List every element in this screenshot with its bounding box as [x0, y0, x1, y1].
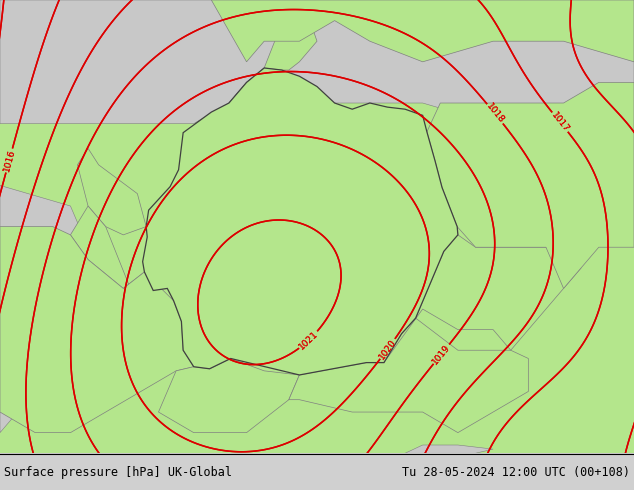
Text: 1018: 1018: [484, 102, 506, 125]
Text: 1016: 1016: [2, 148, 16, 173]
Polygon shape: [229, 0, 317, 103]
Text: 1019: 1019: [430, 343, 452, 366]
Text: Tu 28-05-2024 12:00 UTC (00+108): Tu 28-05-2024 12:00 UTC (00+108): [402, 466, 630, 479]
Text: 1021: 1021: [297, 329, 320, 351]
Polygon shape: [0, 226, 194, 433]
Polygon shape: [405, 445, 493, 453]
Text: 1016: 1016: [2, 148, 16, 173]
Text: 1017: 1017: [549, 110, 571, 134]
Polygon shape: [281, 0, 634, 123]
Polygon shape: [143, 68, 458, 375]
Text: 1021: 1021: [297, 329, 320, 351]
Text: 1018: 1018: [484, 102, 506, 125]
Polygon shape: [427, 82, 634, 289]
Text: 1019: 1019: [430, 343, 452, 366]
Polygon shape: [289, 318, 528, 433]
Polygon shape: [384, 226, 581, 363]
Polygon shape: [158, 359, 299, 433]
Polygon shape: [0, 185, 88, 433]
Polygon shape: [211, 0, 634, 62]
Text: 1017: 1017: [549, 110, 571, 134]
Polygon shape: [0, 0, 281, 123]
Text: 1020: 1020: [377, 337, 398, 361]
Text: 1020: 1020: [377, 337, 398, 361]
Polygon shape: [70, 206, 153, 301]
Text: Surface pressure [hPa] UK-Global: Surface pressure [hPa] UK-Global: [4, 466, 232, 479]
Polygon shape: [77, 148, 146, 235]
